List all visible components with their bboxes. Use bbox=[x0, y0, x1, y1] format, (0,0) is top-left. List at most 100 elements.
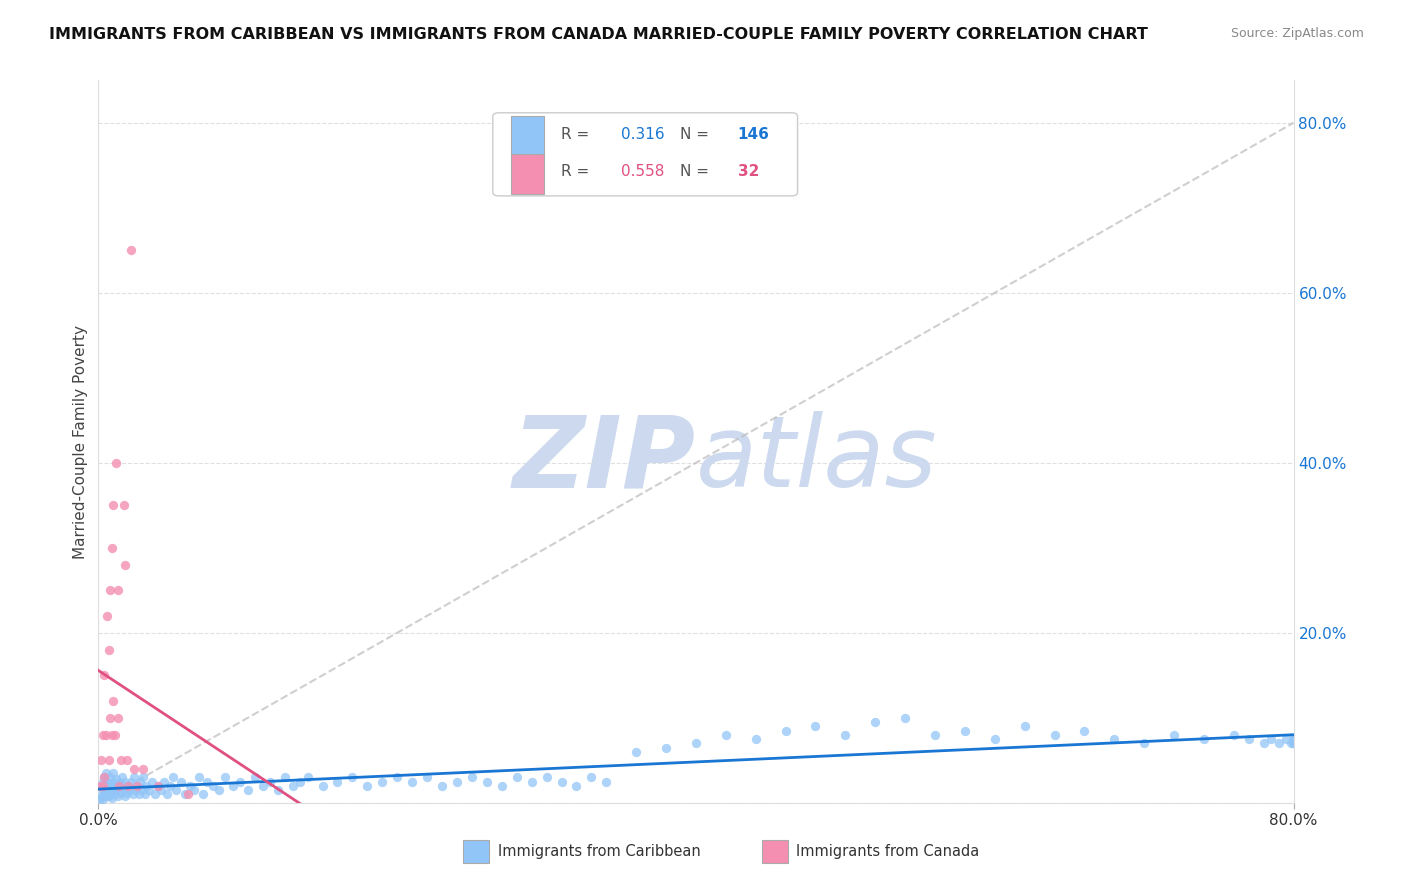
Point bbox=[104, 728, 127, 742]
Point bbox=[714, 728, 737, 742]
Bar bbox=[510, 116, 544, 156]
Point bbox=[103, 694, 125, 708]
Point bbox=[107, 583, 129, 598]
Bar bbox=[463, 839, 489, 863]
Point bbox=[565, 779, 588, 793]
Point bbox=[1282, 736, 1305, 750]
Point bbox=[108, 774, 131, 789]
Point bbox=[93, 787, 115, 801]
Point bbox=[104, 779, 127, 793]
Point bbox=[117, 779, 139, 793]
Point bbox=[685, 736, 707, 750]
Point bbox=[371, 774, 394, 789]
Point bbox=[626, 745, 648, 759]
Point bbox=[491, 779, 513, 793]
Point bbox=[1282, 736, 1305, 750]
Point bbox=[894, 711, 917, 725]
Point bbox=[259, 774, 281, 789]
Point bbox=[114, 558, 136, 572]
Point bbox=[105, 456, 128, 470]
Point bbox=[94, 728, 117, 742]
Point bbox=[120, 774, 142, 789]
Point bbox=[1282, 732, 1305, 747]
Point bbox=[89, 791, 111, 805]
Point bbox=[274, 770, 297, 784]
Point bbox=[101, 790, 124, 805]
Point bbox=[1282, 736, 1305, 750]
Point bbox=[281, 779, 304, 793]
Point bbox=[125, 783, 148, 797]
Point bbox=[475, 774, 498, 789]
Point bbox=[96, 786, 118, 800]
Point bbox=[91, 774, 114, 789]
Point bbox=[1282, 736, 1305, 750]
Point bbox=[150, 783, 173, 797]
Text: IMMIGRANTS FROM CARIBBEAN VS IMMIGRANTS FROM CANADA MARRIED-COUPLE FAMILY POVERT: IMMIGRANTS FROM CARIBBEAN VS IMMIGRANTS … bbox=[49, 27, 1149, 42]
Point bbox=[107, 780, 129, 795]
Point bbox=[197, 774, 219, 789]
Text: 146: 146 bbox=[738, 127, 769, 142]
Point bbox=[110, 786, 132, 800]
Point bbox=[1267, 736, 1289, 750]
Point bbox=[1253, 736, 1275, 750]
Point bbox=[595, 774, 617, 789]
Point bbox=[1282, 736, 1305, 750]
Point bbox=[953, 723, 976, 738]
Point bbox=[267, 783, 290, 797]
Point bbox=[97, 753, 120, 767]
Point bbox=[96, 608, 118, 623]
Point bbox=[183, 783, 205, 797]
Point bbox=[114, 774, 136, 789]
Point bbox=[107, 711, 129, 725]
Point bbox=[98, 770, 122, 784]
Point bbox=[804, 719, 827, 733]
Point bbox=[401, 774, 423, 789]
Point bbox=[1282, 732, 1305, 747]
Point bbox=[229, 774, 252, 789]
Point bbox=[1282, 732, 1305, 747]
Point bbox=[93, 770, 115, 784]
Point bbox=[103, 498, 125, 512]
Y-axis label: Married-Couple Family Poverty: Married-Couple Family Poverty bbox=[73, 325, 89, 558]
Point bbox=[103, 774, 125, 789]
Point bbox=[131, 783, 153, 797]
Point bbox=[655, 740, 678, 755]
Text: Immigrants from Canada: Immigrants from Canada bbox=[796, 844, 980, 859]
Point bbox=[94, 766, 117, 780]
Point bbox=[245, 770, 267, 784]
Text: 0.316: 0.316 bbox=[620, 127, 664, 142]
Point bbox=[311, 779, 333, 793]
Text: 32: 32 bbox=[738, 164, 759, 179]
Point bbox=[1275, 732, 1298, 747]
Point bbox=[1163, 728, 1185, 742]
Point bbox=[153, 774, 176, 789]
Point bbox=[1282, 732, 1305, 747]
Point bbox=[162, 770, 184, 784]
Point bbox=[297, 770, 319, 784]
Text: Immigrants from Caribbean: Immigrants from Caribbean bbox=[498, 844, 700, 859]
Point bbox=[93, 668, 115, 682]
FancyBboxPatch shape bbox=[494, 112, 797, 196]
Point bbox=[135, 779, 157, 793]
Point bbox=[187, 770, 209, 784]
Point bbox=[1133, 736, 1156, 750]
Point bbox=[446, 774, 468, 789]
Point bbox=[1073, 723, 1095, 738]
Point bbox=[169, 774, 191, 789]
Point bbox=[97, 780, 120, 795]
Bar bbox=[510, 154, 544, 194]
Point bbox=[114, 789, 136, 803]
Point bbox=[581, 770, 603, 784]
Point bbox=[165, 783, 187, 797]
Point bbox=[91, 783, 114, 797]
Point bbox=[1282, 736, 1305, 750]
Point bbox=[430, 779, 453, 793]
Point bbox=[1282, 732, 1305, 747]
Bar bbox=[762, 839, 787, 863]
Point bbox=[118, 783, 141, 797]
Point bbox=[94, 779, 117, 793]
Point bbox=[97, 642, 120, 657]
Point bbox=[1014, 719, 1036, 733]
Point bbox=[132, 762, 155, 776]
Point bbox=[326, 774, 349, 789]
